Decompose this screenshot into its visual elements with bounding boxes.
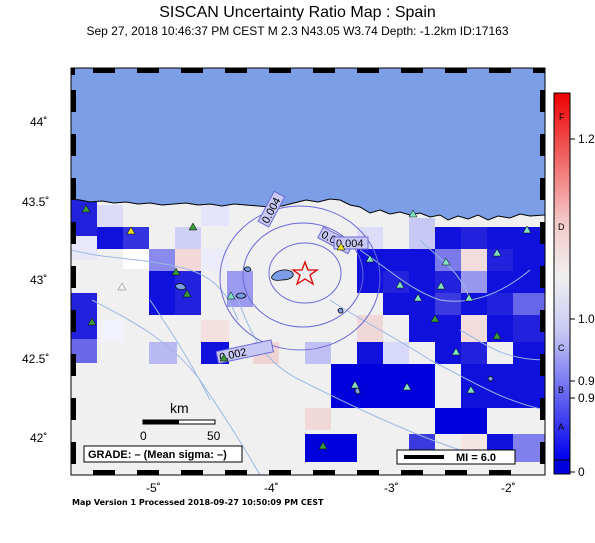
station-triangle <box>402 382 412 391</box>
station-triangle <box>188 222 198 231</box>
rivers <box>71 239 545 475</box>
lon-label: -2˚ <box>501 481 516 495</box>
station-triangle <box>81 204 91 213</box>
scale-bar: km 0 50 <box>140 400 221 443</box>
station-triangle <box>318 441 328 450</box>
lat-label: 42˚ <box>30 431 47 445</box>
colorbar-value: 1.2 <box>578 132 595 146</box>
ocean-area <box>71 68 545 221</box>
station-triangle <box>413 293 423 302</box>
station-triangle <box>182 289 192 298</box>
station-triangle <box>464 293 474 302</box>
station-triangle <box>350 380 360 389</box>
map-frame <box>70 67 546 476</box>
station-triangle <box>117 282 127 291</box>
station-triangle <box>226 291 236 300</box>
colorbar-letter: D <box>558 222 565 232</box>
station-triangle <box>522 225 532 234</box>
lon-label: -4˚ <box>264 481 279 495</box>
mi-legend-text: MI = 6.0 <box>456 452 496 464</box>
lat-label: 43.5˚ <box>22 195 49 209</box>
mi-legend: MI = 6.0 <box>396 449 516 465</box>
lakes <box>174 266 494 395</box>
colorbar-value: 0 <box>578 465 585 479</box>
colorbar-value: 1.0 <box>578 312 595 326</box>
station-triangle <box>365 254 375 263</box>
station-triangle <box>126 226 136 235</box>
lon-label: -3˚ <box>384 481 399 495</box>
station-triangle <box>408 209 418 218</box>
colorbar-value: 0.9 <box>578 391 595 405</box>
colorbar-letter: C <box>558 343 565 353</box>
station-triangle <box>451 347 461 356</box>
station-triangle <box>430 314 440 323</box>
processed-footer: Map Version 1 Processed 2018-09-27 10:50… <box>72 498 324 507</box>
station-triangle <box>441 257 451 266</box>
map-subtitle: Sep 27, 2018 10:46:37 PM CEST M 2.3 N43.… <box>86 24 509 38</box>
scale-tick: 0 <box>140 429 147 443</box>
colorbar: F D C B A 1.2 1.0 0.9 0.9 0 <box>553 92 595 479</box>
station-triangle <box>492 331 502 340</box>
lat-label: 43˚ <box>30 273 47 287</box>
lat-label: 42.5˚ <box>22 352 49 366</box>
station-markers <box>81 204 532 450</box>
station-triangle <box>87 317 97 326</box>
lon-label: -5˚ <box>146 481 161 495</box>
uncertainty-contours <box>219 205 381 351</box>
station-triangle <box>436 281 446 290</box>
station-triangle <box>219 353 229 362</box>
station-triangle <box>466 385 476 394</box>
scale-title: km <box>170 400 189 416</box>
map-title: SISCAN Uncertainty Ratio Map : Spain <box>159 4 436 21</box>
station-triangle <box>336 242 346 251</box>
grade-box: GRADE: – (Mean sigma: –) <box>83 445 243 463</box>
grade-text: GRADE: – (Mean sigma: –) <box>88 449 227 461</box>
colorbar-value: 0.9 <box>578 374 595 388</box>
station-triangle <box>171 267 181 276</box>
lat-label: 44˚ <box>30 115 47 129</box>
colorbar-letter: B <box>558 385 564 395</box>
scale-tick: 50 <box>207 429 221 443</box>
station-triangle <box>492 248 502 257</box>
epicenter-star-icon <box>290 260 320 286</box>
station-triangle <box>395 280 405 289</box>
colorbar-letter: A <box>558 422 564 432</box>
colorbar-letter: F <box>559 112 565 122</box>
